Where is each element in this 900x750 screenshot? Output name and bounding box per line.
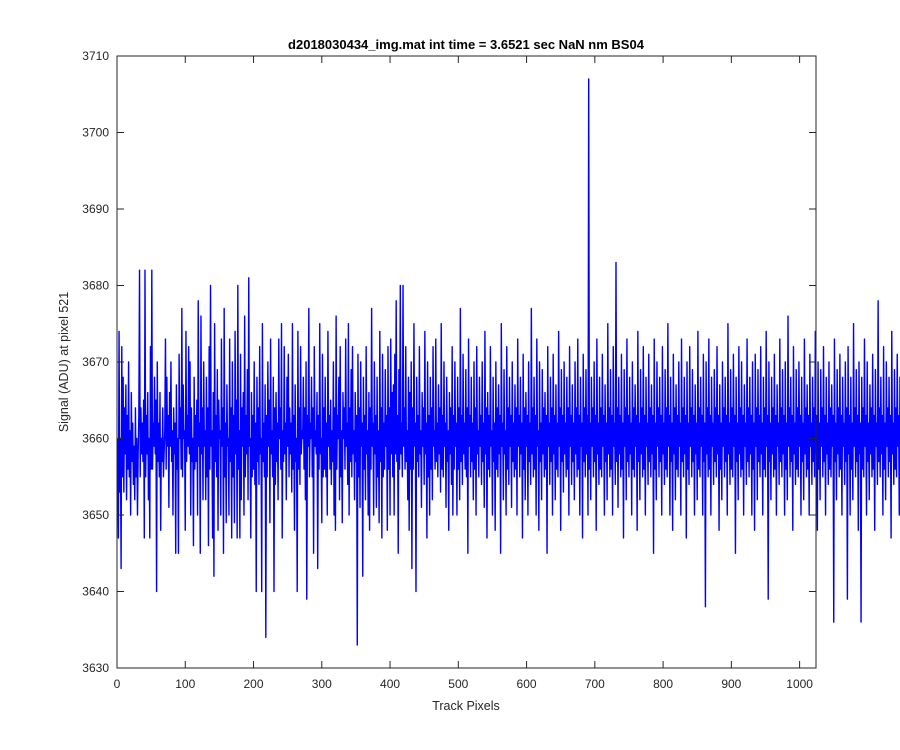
x-tick-label: 300 bbox=[312, 677, 332, 691]
chart-title: d2018030434_img.mat int time = 3.6521 se… bbox=[288, 37, 645, 52]
x-tick-label: 200 bbox=[244, 677, 264, 691]
x-tick-label: 900 bbox=[721, 677, 741, 691]
x-tick-label: 500 bbox=[448, 677, 468, 691]
y-tick-label: 3660 bbox=[82, 432, 109, 446]
x-tick-label: 700 bbox=[585, 677, 605, 691]
y-tick-label: 3690 bbox=[82, 202, 109, 216]
y-tick-label: 3630 bbox=[82, 661, 109, 675]
x-tick-label: 600 bbox=[517, 677, 537, 691]
x-axis: 0 100 200 300 400 500 600 700 800 900 1000 bbox=[114, 56, 813, 691]
y-axis-label: Signal (ADU) at pixel 521 bbox=[57, 292, 71, 432]
x-tick-label: 1000 bbox=[786, 677, 813, 691]
y-axis: 3630 3640 3650 3660 3670 3680 3690 3700 3710 bbox=[82, 49, 816, 675]
x-tick-label: 400 bbox=[380, 677, 400, 691]
y-tick-label: 3670 bbox=[82, 355, 109, 369]
x-tick-label: 0 bbox=[114, 677, 121, 691]
x-tick-label: 800 bbox=[653, 677, 673, 691]
y-tick-label: 3710 bbox=[82, 49, 109, 63]
x-axis-label: Track Pixels bbox=[432, 699, 500, 713]
plot-area bbox=[117, 56, 816, 668]
y-tick-label: 3640 bbox=[82, 585, 109, 599]
x-tick-label: 100 bbox=[175, 677, 195, 691]
y-tick-label: 3680 bbox=[82, 279, 109, 293]
y-tick-label: 3700 bbox=[82, 126, 109, 140]
y-tick-label: 3650 bbox=[82, 508, 109, 522]
